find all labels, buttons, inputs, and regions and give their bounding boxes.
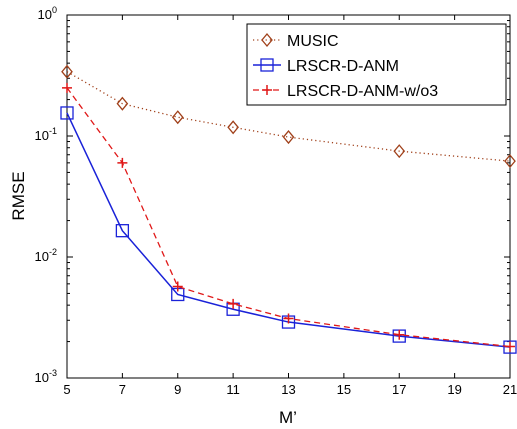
x-tick-label: 11 [226,382,240,397]
x-axis-label: M’ [279,408,297,427]
series-0-point [116,96,129,111]
series-0-point [282,130,295,145]
series-2-point [117,157,128,168]
series-1-point [60,106,74,120]
legend-marker-1 [260,58,274,72]
series-2-point [505,341,515,352]
series-line-0 [66,71,511,162]
y-tick-label: 10-2 [35,247,57,264]
series-2-point [283,313,294,324]
y-tick-label: 10-3 [35,368,57,385]
series-1-point [115,224,130,238]
x-tick-label: 17 [392,382,406,397]
series-0-point [61,64,73,79]
y-tick-label: 100 [38,5,57,22]
series-2-point [62,82,72,93]
x-tick-label: 9 [174,382,181,397]
series-0-point [227,120,239,135]
series-1-point [503,340,517,354]
series-2-point [228,298,239,309]
legend-marker-2 [262,85,272,95]
series-0-point [171,110,184,125]
series-2-point [394,329,405,340]
series-0-point [504,154,516,169]
series-0-point [393,144,406,159]
x-tick-label: 21 [503,382,517,397]
x-tick-label: 5 [63,382,70,397]
legend-entry-1: LRSCR-D-ANM [287,58,399,75]
x-tick-label: 19 [447,382,461,397]
y-axis-label: RMSE [9,171,28,220]
legend-marker-0 [261,32,273,48]
y-tick-label: 10-1 [35,126,57,143]
series-2-point [172,281,183,292]
x-tick-label: 7 [119,382,126,397]
legend-entry-2: LRSCR-D-ANM-w/o3 [287,83,438,100]
legend-entry-0: MUSIC [287,33,339,50]
x-tick-label: 13 [281,382,295,397]
x-tick-label: 15 [337,382,351,397]
legend-box [246,23,507,106]
